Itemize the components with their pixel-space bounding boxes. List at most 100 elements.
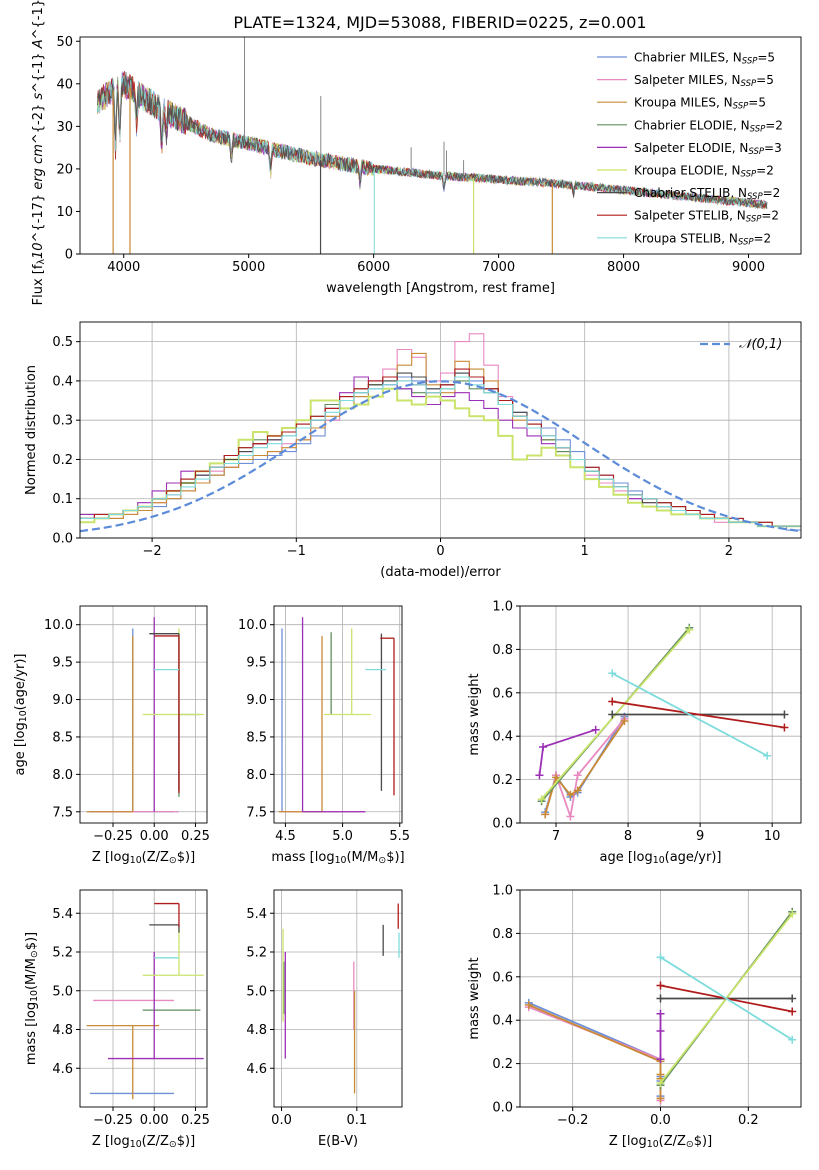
legend-label: Chabrier MILES, NSSP=5 bbox=[634, 51, 775, 67]
y-tick-label: 8.5 bbox=[246, 730, 267, 745]
x-tick-label: 0.25 bbox=[181, 1113, 210, 1128]
axes-frame bbox=[519, 605, 802, 824]
x-tick-label: 0.00 bbox=[140, 1113, 169, 1128]
axes-residuals: −2 −1 0 1 2 0.0 0.1 0.2 0.3 0.4 0.5 (data-model)/er… bbox=[24, 321, 802, 580]
plot-area bbox=[97, 37, 768, 254]
y-tick-label: 1.0 bbox=[492, 884, 513, 899]
y-axis-label: Flux [fλ10^{-17} erg cm^{-2} s^{-1} A^{-… bbox=[31, 0, 47, 305]
x-axis-label: Z [log10(Z/Z⊙$)] bbox=[92, 850, 195, 866]
weight-marker bbox=[788, 1007, 797, 1016]
y-tick-label: 1.0 bbox=[492, 600, 513, 615]
y-tick-label: 0.1 bbox=[52, 492, 73, 507]
x-tick-label: 0.1 bbox=[346, 1113, 367, 1128]
weight-marker bbox=[685, 625, 694, 634]
weight-marker bbox=[573, 786, 582, 795]
x-axis-label: age [log10(age/yr)] bbox=[600, 850, 722, 866]
weight-marker bbox=[788, 994, 797, 1003]
x-tick-label: 9 bbox=[696, 829, 704, 844]
y-axis-label: Normed distribution bbox=[24, 365, 39, 495]
y-tick-label: 0.0 bbox=[492, 1101, 513, 1116]
weight-marker bbox=[566, 812, 575, 821]
x-tick-label: 8 bbox=[624, 829, 632, 844]
x-tick-label: 0 bbox=[436, 544, 444, 559]
plot-area bbox=[535, 623, 789, 821]
y-tick-label: 0.6 bbox=[492, 970, 513, 985]
x-tick-label: 4.5 bbox=[275, 829, 296, 844]
weight-marker bbox=[608, 669, 617, 678]
plot-area bbox=[278, 617, 395, 813]
weight-marker bbox=[788, 909, 797, 918]
y-tick-label: 0.0 bbox=[52, 532, 73, 547]
y-tick-label: 4.8 bbox=[246, 1023, 267, 1038]
x-tick-label: 8000 bbox=[607, 260, 640, 275]
y-tick-label: 9.0 bbox=[52, 693, 73, 708]
x-axis-label: (data-model)/error bbox=[380, 565, 501, 580]
y-tick-label: 0.4 bbox=[52, 374, 73, 389]
x-tick-label: 6000 bbox=[357, 260, 390, 275]
weight-marker bbox=[656, 994, 665, 1003]
axes-weight-vs-Z: −0.2 0.0 0.2 0.0 0.2 0.4 0.6 0.8 1.0 Z [log10(Z/Z… bbox=[467, 884, 802, 1150]
y-tick-label: 0.6 bbox=[492, 686, 513, 701]
axes-age-vs-Z: −0.25 0.00 0.25 7.5 8.0 8.5 9.0 9.5 10.0 Z [log10… bbox=[13, 605, 210, 866]
x-tick-label: 0.25 bbox=[181, 829, 210, 844]
x-tick-label: −0.25 bbox=[93, 829, 133, 844]
plot-area bbox=[524, 907, 797, 1105]
y-tick-label: 4.8 bbox=[52, 1023, 73, 1038]
x-axis-label: Z [log10(Z/Z⊙$)] bbox=[609, 1134, 712, 1150]
y-tick-label: 30 bbox=[56, 120, 73, 135]
x-tick-label: 2 bbox=[725, 544, 733, 559]
y-axis-label: mass weight bbox=[467, 673, 482, 755]
legend-label: Chabrier ELODIE, NSSP=2 bbox=[634, 118, 783, 134]
x-tick-label: 1 bbox=[581, 544, 589, 559]
y-axis-label: mass weight bbox=[467, 957, 482, 1039]
weight-marker bbox=[780, 710, 789, 719]
plot-area bbox=[80, 333, 801, 533]
legend-label: Kroupa MILES, NSSP=5 bbox=[634, 96, 766, 112]
spectrum-legend: Chabrier MILES, NSSP=5 Salpeter MILES, NS… bbox=[597, 51, 783, 248]
axes-weight-vs-age: 7 8 9 10 0.0 0.2 0.4 0.6 0.8 1.0 age [log10(age/yr… bbox=[467, 600, 802, 866]
legend-label: Kroupa ELODIE, NSSP=2 bbox=[634, 164, 774, 180]
axes-mass-vs-Z: −0.25 0.00 0.25 4.6 4.8 5.0 5.2 5.4 Z [log10(Z/Z… bbox=[24, 889, 210, 1150]
weight-marker bbox=[656, 981, 665, 990]
axes-frame bbox=[273, 605, 403, 824]
weight-marker bbox=[566, 790, 575, 799]
y-tick-label: 8.0 bbox=[246, 768, 267, 783]
x-tick-label: 0.00 bbox=[140, 829, 169, 844]
x-tick-label: −2 bbox=[143, 544, 162, 559]
x-axis-label: E(B-V) bbox=[318, 1134, 358, 1149]
weight-marker bbox=[656, 1009, 665, 1018]
y-tick-label: 0.2 bbox=[492, 773, 513, 788]
y-tick-label: 10 bbox=[56, 205, 73, 220]
y-tick-label: 9.5 bbox=[52, 656, 73, 671]
y-tick-label: 0.4 bbox=[492, 730, 513, 745]
x-tick-label: 5.0 bbox=[332, 829, 353, 844]
y-tick-label: 50 bbox=[56, 35, 73, 50]
y-tick-label: 20 bbox=[56, 162, 73, 177]
y-tick-label: 5.2 bbox=[52, 946, 73, 961]
legend-label: Salpeter ELODIE, NSSP=3 bbox=[634, 141, 782, 157]
weight-marker bbox=[535, 771, 544, 780]
weight-marker bbox=[524, 1001, 533, 1010]
y-axis-label: age [log10(age/yr)] bbox=[13, 654, 29, 776]
legend-label: 𝒩(0,1) bbox=[739, 337, 782, 352]
x-tick-label: 0.2 bbox=[738, 1113, 759, 1128]
x-tick-label: 5.5 bbox=[389, 829, 410, 844]
axes-frame bbox=[79, 889, 208, 1108]
x-tick-label: −0.2 bbox=[557, 1113, 589, 1128]
normal-curve bbox=[80, 380, 801, 533]
y-tick-label: 5.0 bbox=[246, 984, 267, 999]
weight-marker bbox=[656, 1070, 665, 1079]
x-tick-label: 4000 bbox=[107, 260, 140, 275]
histogram-series bbox=[80, 376, 801, 527]
weight-line bbox=[612, 700, 785, 729]
x-tick-label: 7 bbox=[552, 829, 560, 844]
legend-label: Chabrier STELIB, NSSP=2 bbox=[634, 186, 780, 202]
weight-marker bbox=[608, 710, 617, 719]
weight-marker bbox=[608, 697, 617, 706]
y-tick-label: 0.0 bbox=[492, 817, 513, 832]
weight-marker bbox=[763, 751, 772, 760]
axes-frame bbox=[79, 605, 208, 824]
figure-title: PLATE=1324, MJD=53088, FIBERID=0225, z=0… bbox=[233, 13, 646, 32]
legend-label: Salpeter STELIB, NSSP=2 bbox=[634, 209, 779, 225]
